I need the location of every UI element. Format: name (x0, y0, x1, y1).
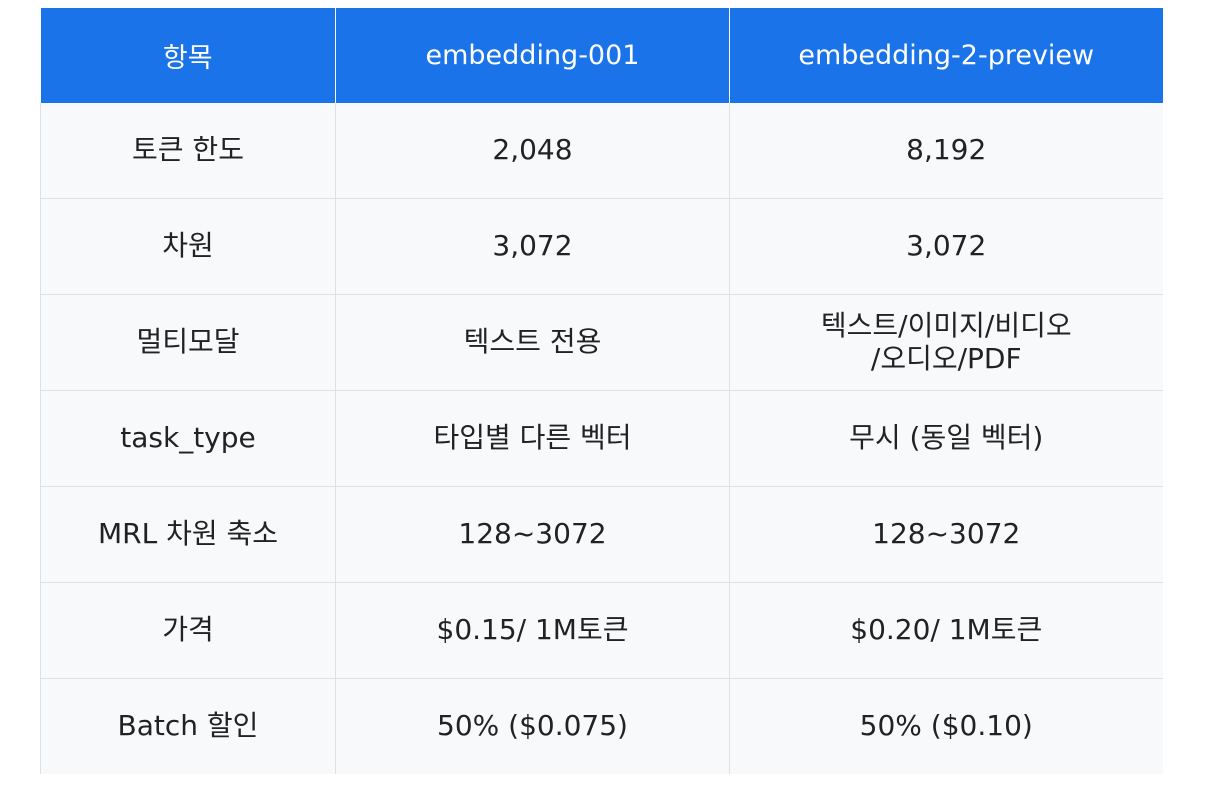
row-label: MRL 차원 축소 (40, 486, 336, 583)
cell-line: /오디오/PDF (870, 341, 1022, 375)
cell-model-2: 50% ($0.10) (729, 678, 1163, 774)
row-label: 멀티모달 (40, 294, 336, 391)
table-row: 토큰 한도 2,048 8,192 (40, 103, 1163, 199)
cell-model-2: 무시 (동일 벡터) (729, 390, 1163, 487)
table-row: 차원 3,072 3,072 (40, 198, 1163, 295)
cell-model-1: $0.15/ 1M토큰 (335, 582, 730, 679)
comparison-table: 항목 embedding-001 embedding-2-preview 토큰 … (40, 8, 1163, 774)
cell-model-1: 타입별 다른 벡터 (335, 390, 730, 487)
cell-model-2: 128~3072 (729, 486, 1163, 583)
cell-model-1: 128~3072 (335, 486, 730, 583)
cell-model-2: 3,072 (729, 198, 1163, 295)
table-row: task_type 타입별 다른 벡터 무시 (동일 벡터) (40, 390, 1163, 487)
cell-model-1: 텍스트 전용 (335, 294, 730, 391)
row-label: 차원 (40, 198, 336, 295)
cell-model-1: 50% ($0.075) (335, 678, 730, 774)
cell-model-2: 8,192 (729, 103, 1163, 199)
table-row: 가격 $0.15/ 1M토큰 $0.20/ 1M토큰 (40, 582, 1163, 679)
comparison-table-container: 항목 embedding-001 embedding-2-preview 토큰 … (40, 8, 1163, 774)
cell-model-2: $0.20/ 1M토큰 (729, 582, 1163, 679)
header-row: 항목 embedding-001 embedding-2-preview (40, 8, 1163, 103)
header-item: 항목 (40, 8, 336, 103)
cell-line: 텍스트/이미지/비디오 (820, 309, 1072, 343)
cell-model-2: 텍스트/이미지/비디오 /오디오/PDF (729, 294, 1163, 391)
header-model-1: embedding-001 (335, 8, 730, 103)
row-label: Batch 할인 (40, 678, 336, 774)
row-label: 가격 (40, 582, 336, 679)
cell-model-1: 3,072 (335, 198, 730, 295)
cell-model-1: 2,048 (335, 103, 730, 199)
row-label: task_type (40, 390, 336, 487)
row-label: 토큰 한도 (40, 103, 336, 199)
table-row: MRL 차원 축소 128~3072 128~3072 (40, 486, 1163, 583)
table-row: 멀티모달 텍스트 전용 텍스트/이미지/비디오 /오디오/PDF (40, 294, 1163, 391)
table-row: Batch 할인 50% ($0.075) 50% ($0.10) (40, 678, 1163, 774)
header-model-2: embedding-2-preview (729, 8, 1163, 103)
